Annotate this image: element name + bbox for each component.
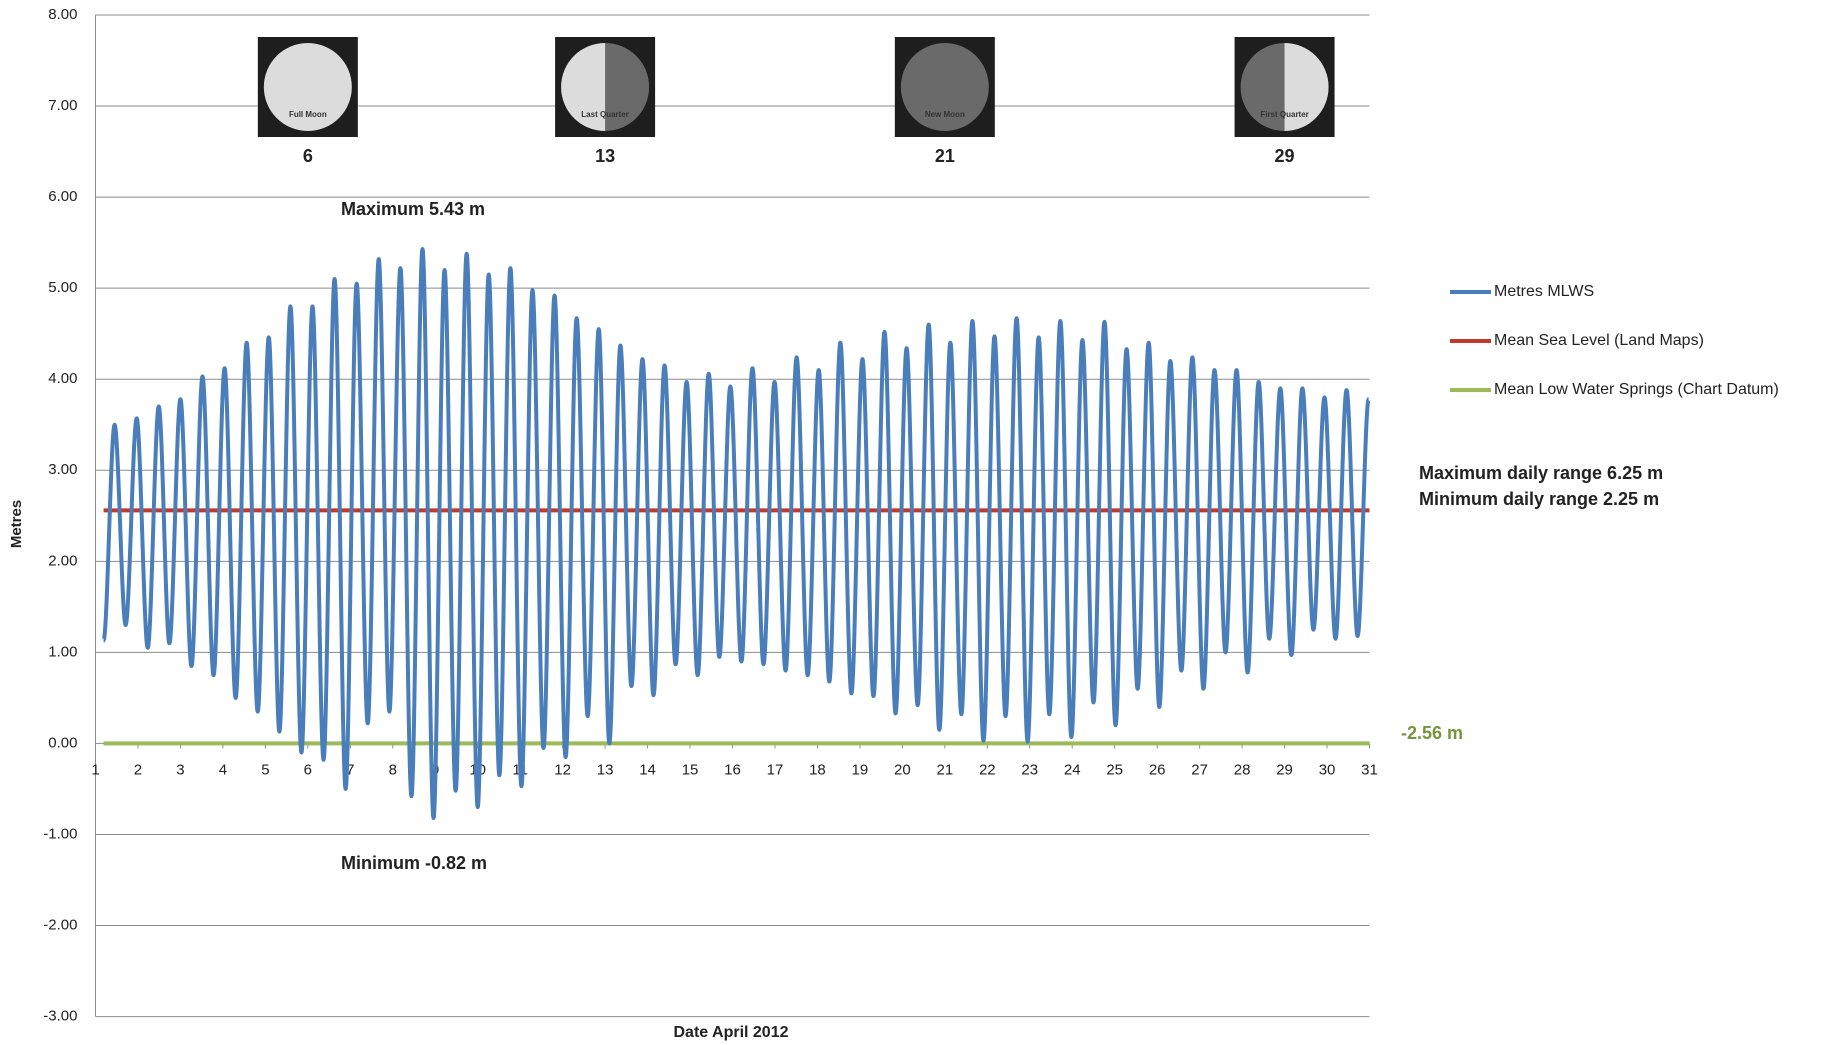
y-tick-label: -3.00 (43, 1008, 77, 1025)
x-tick-label: 22 (979, 761, 996, 778)
y-tick-label: 2.00 (48, 552, 77, 569)
x-tick-label: 15 (682, 761, 699, 778)
x-tick-label: 19 (852, 761, 869, 778)
x-tick-label: 4 (219, 761, 227, 778)
y-tick-label: 6.00 (48, 188, 77, 205)
moon-lit (561, 43, 606, 131)
legend-label: Mean Low Water Springs (Chart Datum) (1494, 381, 1779, 398)
moon-day: 13 (595, 146, 615, 166)
moon-disc (263, 43, 352, 131)
y-tick-label: -2.00 (43, 917, 77, 934)
moon-label: Last Quarter (581, 110, 629, 119)
x-tick-label: 26 (1149, 761, 1166, 778)
x-tick-label: 16 (724, 761, 741, 778)
x-tick-label: 29 (1276, 761, 1293, 778)
y-tick-label: 4.00 (48, 370, 77, 387)
x-tick-label: 7 (346, 761, 354, 778)
y-tick-label: 3.00 (48, 461, 77, 478)
x-tick-label: 30 (1319, 761, 1336, 778)
moon-icon: First Quarter (1234, 37, 1335, 137)
moon-day: 21 (935, 146, 955, 166)
y-tick-label: 1.00 (48, 643, 77, 660)
moon-label: New Moon (925, 110, 965, 119)
x-tick-label: 31 (1361, 761, 1378, 778)
y-tick-label: -1.00 (43, 825, 77, 842)
legend-label: Mean Sea Level (Land Maps) (1494, 332, 1704, 349)
x-tick-label: 20 (894, 761, 911, 778)
x-tick-label: 13 (597, 761, 614, 778)
x-tick-label: 14 (639, 761, 656, 778)
min-annotation: Minimum -0.82 m (341, 853, 487, 873)
moon-day: 29 (1275, 146, 1295, 166)
x-tick-label: 5 (261, 761, 269, 778)
x-tick-label: 28 (1234, 761, 1251, 778)
range-annotation: Maximum daily range 6.25 m (1419, 463, 1663, 483)
y-tick-label: 8.00 (48, 6, 77, 23)
y-tick-label: 0.00 (48, 734, 77, 751)
x-tick-label: 8 (389, 761, 397, 778)
x-tick-label: 6 (304, 761, 312, 778)
moon-icon: New Moon (894, 37, 995, 137)
moon-label: First Quarter (1260, 110, 1308, 119)
x-tick-label: 23 (1021, 761, 1038, 778)
y-axis-title: Metres (8, 500, 25, 548)
moon-icon: Full Moon (257, 37, 358, 137)
max-annotation: Maximum 5.43 m (341, 199, 485, 219)
x-tick-label: 27 (1191, 761, 1208, 778)
data-line (101, 247, 1371, 821)
datum-annotation: -2.56 m (1401, 723, 1463, 743)
moon-disc (900, 43, 989, 131)
moon-icon: Last Quarter (555, 37, 656, 137)
x-tick-label: 3 (176, 761, 184, 778)
moon-lit (1284, 43, 1329, 131)
x-tick-label: 25 (1106, 761, 1123, 778)
y-tick-label: 7.00 (48, 97, 77, 114)
x-tick-label: 18 (809, 761, 826, 778)
moon-day: 6 (303, 146, 313, 166)
legend-label: Metres MLWS (1494, 283, 1594, 300)
x-tick-label: 24 (1064, 761, 1081, 778)
x-tick-label: 2 (134, 761, 142, 778)
x-tick-label: 12 (554, 761, 571, 778)
x-tick-label: 21 (936, 761, 953, 778)
y-tick-label: 5.00 (48, 279, 77, 296)
x-tick-label: 1 (91, 761, 99, 778)
x-tick-label: 17 (767, 761, 784, 778)
moon-label: Full Moon (289, 110, 327, 119)
x-axis-title: Date April 2012 (673, 1024, 788, 1041)
range-annotation: Minimum daily range 2.25 m (1419, 489, 1659, 509)
